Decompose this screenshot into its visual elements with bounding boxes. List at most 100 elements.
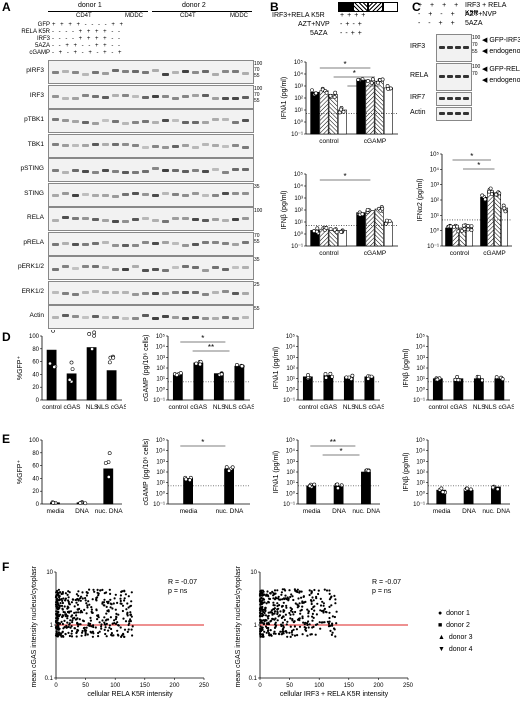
blot-band [102,315,109,319]
data-point [126,611,129,614]
data-point [265,594,268,597]
data-point [107,629,110,632]
x-axis-label: cellular RELA K5R intensity [87,691,173,698]
significance-marker: * [339,447,342,456]
data-point [324,90,329,95]
significance-marker: * [201,438,204,447]
data-point [285,606,288,609]
data-point [68,622,71,625]
data-point [322,602,325,605]
data-point [124,593,127,596]
data-point [61,608,64,611]
data-point [75,598,78,601]
data-point [296,606,299,609]
data-point [261,589,264,592]
data-point [55,601,58,604]
data-point [282,597,286,600]
data-point [344,375,349,380]
data-point [271,617,274,621]
blot-band [439,46,445,49]
blot-band [222,144,229,148]
data-point [127,623,130,627]
panel-label-d: D [2,330,11,344]
x-tick-label: media [180,508,198,515]
data-point [86,591,89,595]
blot-band [202,194,209,198]
data-point [90,610,93,613]
data-point [117,624,120,627]
blot-band [212,241,219,245]
chart-e-gfp: 0 20 40 60 80 100 %GFP⁺ media DNA nuc. DNA [17,438,123,515]
y-tick-label: 10⁵ [416,333,426,340]
data-point [459,228,464,233]
y-tick-label: 10¹ [156,377,165,383]
bar [302,376,313,401]
condition-signs: -+-+ [340,21,400,29]
data-point [76,617,79,620]
data-point [84,599,87,602]
data-point [314,623,318,626]
condition-header: AZT+NVP [298,21,330,28]
data-point [494,192,499,197]
data-point [318,621,321,624]
y-tick-label: 10⁴ [286,448,296,455]
blot-image [436,63,472,91]
data-point [114,618,117,621]
data-point [81,619,85,622]
data-point [322,611,325,614]
data-point [62,635,65,638]
data-point [100,627,103,630]
blot-band [212,218,219,222]
y-tick-label: 10³ [416,459,425,465]
bar [323,375,334,401]
blot-band [232,192,239,196]
data-point [335,610,338,613]
blot-band [92,242,99,246]
data-point [60,620,63,623]
blot-band [202,121,209,125]
blot-band [102,72,109,76]
data-point [333,594,336,597]
x-tick-label: 250 [403,683,414,689]
blot-band [447,46,453,49]
y-axis-label: mean cGAS intensity nucleus/cytoplasm [235,566,242,687]
data-point [77,599,80,602]
data-point [449,224,453,229]
blot-band [82,290,89,294]
data-point [71,621,74,624]
data-point [291,633,294,636]
x-tick-label: 50 [82,683,89,689]
blot-band [192,168,199,172]
data-point [119,594,122,597]
data-point [323,588,326,591]
data-point [119,597,122,600]
blot-band [182,216,189,220]
blot-band [447,112,453,115]
data-point [84,631,87,634]
blot-band [62,119,69,123]
data-point [282,632,285,635]
data-point [92,330,97,335]
data-point [96,618,99,621]
panel-label-a: A [2,0,11,14]
data-point [128,622,131,625]
bar [445,227,452,247]
data-point [107,610,110,613]
data-point [95,608,98,611]
condition-signs-c: - - + + [418,20,458,27]
data-point [266,590,269,593]
condition-signs-c: - + - + [418,11,458,18]
x-axis-label: cellular IRF3 + RELA K5R intensity [280,691,389,698]
blot-band [152,292,159,296]
data-point [335,622,338,625]
y-tick-label: 40 [32,476,39,482]
blot-band [72,71,79,75]
blot-band [52,71,59,75]
blot-band [102,96,109,100]
significance-marker: * [344,60,347,69]
data-point [261,599,264,602]
blot-band [463,75,469,78]
data-point [308,589,311,592]
data-point [276,604,279,608]
data-point [269,592,272,595]
